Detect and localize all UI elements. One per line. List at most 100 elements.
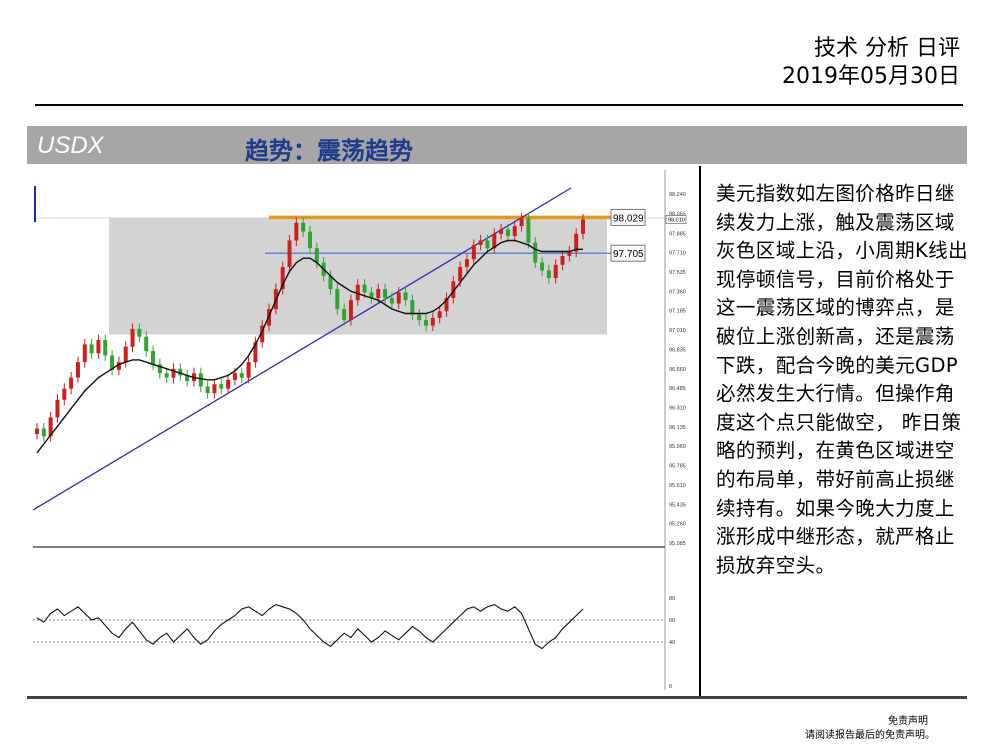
candle-body <box>96 340 101 354</box>
price-tick-label: 95.785 <box>669 464 686 470</box>
candle-body <box>383 289 388 298</box>
candle-body <box>342 309 347 321</box>
candle-body <box>437 311 442 318</box>
candle-body <box>328 275 333 290</box>
candle-body <box>526 218 531 243</box>
report-date: 2019年05月30日 <box>782 64 960 89</box>
price-tick-label: 98.240 <box>669 192 686 198</box>
price-tick-label: 95.960 <box>669 444 686 450</box>
candle-body <box>301 222 306 232</box>
candle-body <box>540 262 545 271</box>
disclaimer-title: 免责声明 <box>888 716 928 727</box>
candle-body <box>314 248 319 263</box>
candle-body <box>232 373 237 380</box>
candle-body <box>546 270 551 279</box>
candle-body <box>553 264 558 279</box>
price-tick-label: 96.135 <box>669 425 686 431</box>
candle-body <box>499 229 504 234</box>
candle-body <box>219 384 224 389</box>
candle-body <box>294 222 299 241</box>
candle-body <box>151 351 156 365</box>
candle-body <box>574 233 579 252</box>
candle-body <box>55 399 60 418</box>
candle-body <box>533 242 538 263</box>
price-tick-label: 97.535 <box>669 270 686 276</box>
level-tag-label: 98.029 <box>613 213 644 224</box>
price-tick-label: 96.310 <box>669 405 686 411</box>
level-tag-box <box>610 208 646 226</box>
candle-body <box>226 379 231 389</box>
candle-body <box>478 240 483 245</box>
candle-body <box>417 314 422 321</box>
candle-body <box>185 375 190 381</box>
candle-body <box>246 362 251 378</box>
oscillator-line <box>36 603 584 650</box>
candle-body <box>41 428 46 437</box>
candle-body <box>82 344 87 363</box>
commentary-text: 美元指数如左图价格昨日继续发力上涨，触及震荡区域灰色区域上沿，小周期K线出现停顿… <box>716 182 968 577</box>
candle-body <box>205 386 210 394</box>
candle-body <box>75 362 80 378</box>
candle-body <box>178 368 183 376</box>
chart-svg: 98.029 97.705 98.240 98.065 97.885 97.710 97.5… <box>32 170 687 690</box>
price-tick-label: 97.010 <box>669 328 686 334</box>
candle-body <box>110 355 115 370</box>
last-price-box <box>665 215 687 224</box>
candle-body <box>512 226 517 237</box>
candle-body <box>505 229 510 237</box>
candle-body <box>308 231 312 249</box>
candle-body <box>444 297 449 312</box>
price-tick-label: 97.185 <box>669 309 686 315</box>
candle-body <box>424 320 429 326</box>
candle-body <box>389 297 394 304</box>
candle-body <box>396 292 401 304</box>
candle-body <box>123 346 128 363</box>
price-tick-label: 95.085 <box>669 541 686 547</box>
candle-body <box>458 267 463 282</box>
disclaimer-note: 请阅读报告最后的免责声明。 <box>805 730 935 741</box>
candle-body <box>485 240 490 249</box>
candle-body <box>581 219 585 234</box>
candle-body <box>430 317 435 326</box>
price-tick-label: 95.435 <box>669 502 686 508</box>
candle-body <box>362 284 367 293</box>
moving-average-line <box>36 239 583 454</box>
header-divider <box>35 104 963 106</box>
price-tick-label: 97.885 <box>669 231 686 237</box>
oscillator-tick-label: 40 <box>669 640 675 646</box>
candle-body <box>451 281 456 298</box>
candle-body <box>116 362 121 370</box>
candle-body <box>335 289 340 310</box>
trend-label: 趋势：震荡趋势 <box>245 136 413 165</box>
candle-body <box>171 368 176 378</box>
oscillator-tick-label: 80 <box>669 596 675 602</box>
candle-body <box>212 384 217 394</box>
candle-body <box>348 300 353 321</box>
candle-body <box>355 284 360 301</box>
candle-body <box>48 417 53 437</box>
oscillator-tick-label: 60 <box>669 618 675 624</box>
price-tick-label: 96.660 <box>669 367 686 373</box>
oscillator-tick-label: 0 <box>669 684 672 690</box>
price-tick-label: 96.835 <box>669 347 686 353</box>
candle-body <box>137 328 142 337</box>
candle-body <box>519 218 524 227</box>
price-tick-label: 97.710 <box>669 251 686 257</box>
candle-body <box>35 428 39 435</box>
candle-body <box>560 255 565 265</box>
candle-body <box>239 373 244 378</box>
candle-body <box>253 342 258 363</box>
candle-body <box>157 364 162 374</box>
candle-body <box>103 340 108 356</box>
candle-body <box>492 233 497 249</box>
level-tag-box <box>610 244 646 262</box>
candle-body <box>69 377 74 389</box>
last-price-label: 98.010 <box>668 217 685 223</box>
candle-body <box>89 344 94 354</box>
level-tag-label: 97.705 <box>613 249 644 260</box>
candle-body <box>280 267 285 290</box>
price-tick-label: 97.360 <box>669 289 686 295</box>
candle-body <box>464 259 469 268</box>
footer-divider <box>27 696 967 699</box>
candle-body <box>198 373 203 387</box>
